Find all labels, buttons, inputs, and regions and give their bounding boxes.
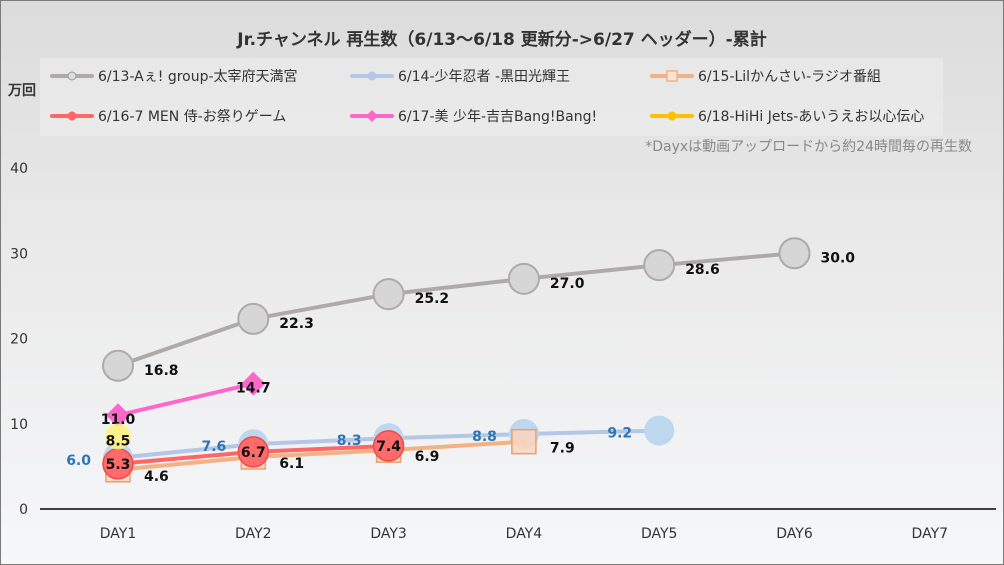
data-point [643,249,676,282]
legend-item: 6/14-少年忍者 -黒田光輝王 [350,66,570,86]
series-line [116,381,256,418]
data-label: 8.3 [337,433,362,449]
legend: 6/13-Aぇ! group-太宰府天満宮 6/14-少年忍者 -黒田光輝王 6/1… [40,58,943,136]
data-label: 25.2 [415,291,450,307]
legend-item: 6/18-HiHi Jets-あいうえお以心伝心 [650,106,924,126]
data-label: 6.0 [66,453,91,469]
data-label: 14.7 [236,381,271,397]
legend-item: 6/13-Aぇ! group-太宰府天満宮 [50,66,298,86]
data-label: 7.9 [550,441,575,457]
data-label: 7.6 [201,439,226,455]
x-tick-label: DAY5 [641,526,677,542]
legend-label: 6/18-HiHi Jets-あいうえお以心伝心 [698,109,925,125]
series: 8.5 [105,423,131,450]
series-line [116,439,526,472]
data-label: 7.4 [376,439,401,455]
data-label: 8.5 [106,434,131,450]
legend-swatch [650,111,694,121]
data-point [372,430,405,462]
legend-label: 6/16-7 MEN 侍-お祭りゲーム [98,109,287,125]
x-tick-label: DAY1 [100,526,136,542]
data-label: 16.8 [144,363,179,379]
chart-title: Jr.チャンネル 再生数（6/13〜6/18 更新分->6/27 ヘッダー）-累… [237,30,767,50]
x-tick-label: DAY6 [776,526,813,542]
data-point [507,262,540,295]
legend-item: 6/16-7 MEN 侍-お祭りゲーム [50,106,286,126]
series-line [116,251,797,368]
x-tick-label: DAY7 [912,526,948,542]
legend-label: 6/15-Lilかんさい-ラジオ番組 [698,69,881,85]
legend-swatch [350,110,394,122]
y-tick-label: 30 [10,246,28,262]
legend-item: 6/17-美 少年-吉吉Bang!Bang! [350,106,597,126]
data-label: 6.7 [241,445,266,461]
data-label: 8.8 [472,429,497,445]
series: 5.3 6.7 7.4 [102,430,405,480]
data-point [105,423,131,450]
y-tick-label: 10 [10,417,28,433]
data-label: 11.0 [101,412,136,428]
legend-swatch [50,71,94,81]
data-point [372,278,405,311]
data-point [511,428,537,455]
legend-label: 6/13-Aぇ! group-太宰府天満宮 [98,69,298,85]
legend-item: 6/15-Lilかんさい-ラジオ番組 [650,66,881,86]
data-label: 6.9 [415,449,440,465]
legend-label: 6/17-美 少年-吉吉Bang!Bang! [398,109,598,125]
data-point [241,371,266,396]
data-label: 28.6 [685,262,720,278]
data-label: 6.1 [279,456,304,472]
data-label: 4.6 [144,469,169,485]
x-tick-label: DAY4 [506,526,543,542]
x-tick-label: DAY3 [370,526,406,542]
y-tick-label: 20 [10,332,28,348]
legend-label: 6/14-少年忍者 -黒田光輝王 [398,69,570,85]
data-label: 27.0 [550,276,585,292]
data-point [237,302,270,335]
data-point [778,237,811,270]
series: 16.8 22.3 25.2 27.0 28.6 30.0 [102,237,856,382]
legend-swatch [350,71,394,81]
data-point [237,436,270,468]
data-point [644,415,675,446]
data-label: 9.2 [607,426,632,442]
y-tick-label: 40 [10,161,28,177]
data-label: 30.0 [821,250,856,266]
data-point [102,349,134,382]
chart-note: *Dayxは動画アップロードから約24時間毎の再生数 [645,139,972,155]
legend-swatch [50,111,94,121]
data-point [106,403,130,428]
legend-swatch [650,70,694,82]
y-tick-label: 0 [19,502,28,518]
x-tick-label: DAY2 [235,526,271,542]
series: 11.0 14.7 [101,371,271,428]
data-label: 5.3 [106,457,131,473]
data-label: 22.3 [279,316,314,332]
y-axis-unit-label: 万回 [8,83,36,99]
